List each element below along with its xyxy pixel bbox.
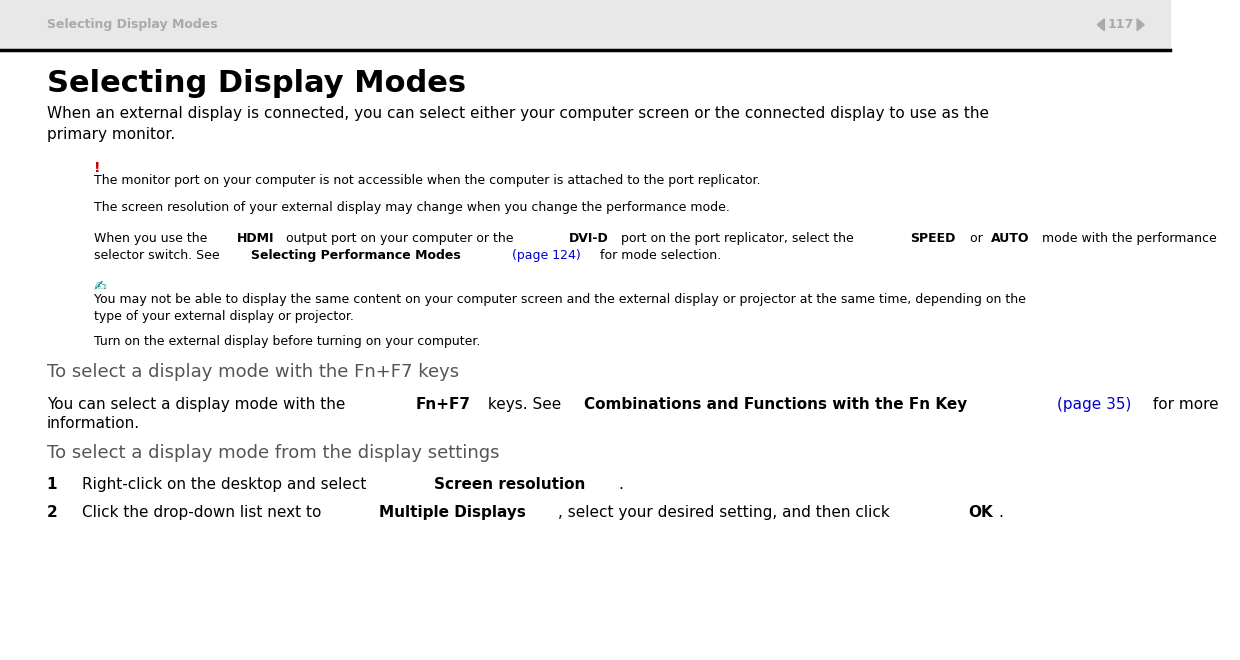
Text: .: . (619, 477, 624, 492)
Text: for mode selection.: for mode selection. (595, 249, 720, 263)
Text: type of your external display or projector.: type of your external display or project… (93, 310, 353, 323)
Text: !: ! (93, 161, 100, 175)
Text: port on the port replicator, select the: port on the port replicator, select the (618, 232, 858, 246)
Text: OK: OK (967, 505, 992, 520)
Text: Click the drop-down list next to: Click the drop-down list next to (82, 505, 326, 520)
Text: When an external display is connected, you can select either your computer scree: When an external display is connected, y… (47, 106, 988, 142)
Text: DVI-D: DVI-D (569, 232, 609, 246)
Text: Screen resolution: Screen resolution (434, 477, 585, 492)
Text: Selecting Display Modes: Selecting Display Modes (47, 18, 217, 31)
Text: Selecting Performance Modes: Selecting Performance Modes (252, 249, 465, 263)
Text: Right-click on the desktop and select: Right-click on the desktop and select (82, 477, 371, 492)
Text: Combinations and Functions with the Fn Key: Combinations and Functions with the Fn K… (584, 397, 972, 412)
Text: output port on your computer or the: output port on your computer or the (283, 232, 517, 246)
Text: (page 124): (page 124) (512, 249, 580, 263)
Text: Multiple Displays: Multiple Displays (379, 505, 526, 520)
Polygon shape (1137, 18, 1145, 30)
Text: The monitor port on your computer is not accessible when the computer is attache: The monitor port on your computer is not… (93, 174, 760, 187)
Text: HDMI: HDMI (237, 232, 274, 246)
Text: for more: for more (1147, 397, 1218, 412)
Text: You can select a display mode with the: You can select a display mode with the (47, 397, 350, 412)
Text: keys. See: keys. See (482, 397, 565, 412)
Text: , select your desired setting, and then click: , select your desired setting, and then … (558, 505, 894, 520)
Text: .: . (998, 505, 1003, 520)
Text: selector switch. See: selector switch. See (93, 249, 223, 263)
Text: AUTO: AUTO (991, 232, 1029, 246)
Text: Turn on the external display before turning on your computer.: Turn on the external display before turn… (93, 335, 480, 348)
Text: To select a display mode with the Fn+F7 keys: To select a display mode with the Fn+F7 … (47, 363, 459, 381)
Bar (0, 0, 1169, 50)
Text: To select a display mode from the display settings: To select a display mode from the displa… (47, 444, 500, 461)
Text: 2: 2 (47, 505, 57, 520)
Text: mode with the performance: mode with the performance (1038, 232, 1216, 246)
Text: Selecting Display Modes: Selecting Display Modes (47, 69, 466, 98)
Text: When you use the: When you use the (93, 232, 211, 246)
Text: Fn+F7: Fn+F7 (415, 397, 471, 412)
Text: (page 35): (page 35) (1056, 397, 1131, 412)
Text: ✍: ✍ (93, 279, 107, 294)
Text: 1: 1 (47, 477, 57, 492)
Text: information.: information. (47, 416, 140, 431)
Text: or: or (966, 232, 986, 246)
Text: 117: 117 (1107, 18, 1133, 31)
Text: SPEED: SPEED (910, 232, 956, 246)
Text: The screen resolution of your external display may change when you change the pe: The screen resolution of your external d… (93, 201, 729, 214)
Polygon shape (1097, 18, 1105, 30)
Text: You may not be able to display the same content on your computer screen and the : You may not be able to display the same … (93, 293, 1025, 306)
